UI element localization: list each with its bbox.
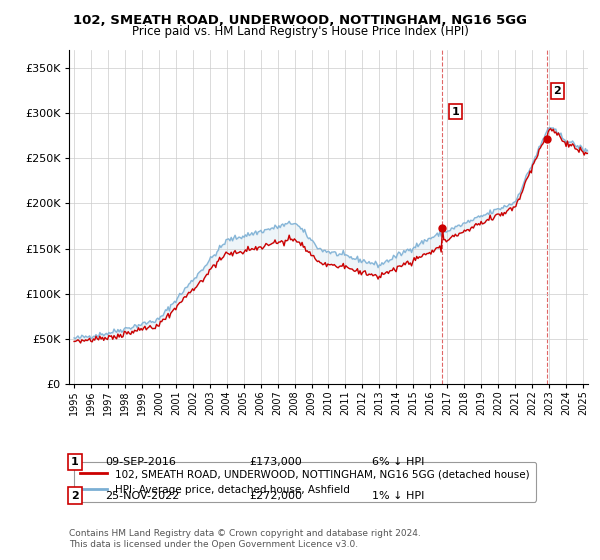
- Text: £173,000: £173,000: [249, 457, 302, 467]
- Text: 2: 2: [71, 491, 79, 501]
- Text: 25-NOV-2022: 25-NOV-2022: [105, 491, 179, 501]
- Text: 1: 1: [71, 457, 79, 467]
- Legend: 102, SMEATH ROAD, UNDERWOOD, NOTTINGHAM, NG16 5GG (detached house), HPI: Average: 102, SMEATH ROAD, UNDERWOOD, NOTTINGHAM,…: [74, 462, 536, 502]
- Text: Price paid vs. HM Land Registry's House Price Index (HPI): Price paid vs. HM Land Registry's House …: [131, 25, 469, 38]
- Text: 1% ↓ HPI: 1% ↓ HPI: [372, 491, 424, 501]
- Text: £272,000: £272,000: [249, 491, 302, 501]
- Text: Contains HM Land Registry data © Crown copyright and database right 2024.
This d: Contains HM Land Registry data © Crown c…: [69, 529, 421, 549]
- Text: 1: 1: [452, 106, 460, 116]
- Text: 102, SMEATH ROAD, UNDERWOOD, NOTTINGHAM, NG16 5GG: 102, SMEATH ROAD, UNDERWOOD, NOTTINGHAM,…: [73, 14, 527, 27]
- Text: 2: 2: [554, 86, 562, 96]
- Text: 6% ↓ HPI: 6% ↓ HPI: [372, 457, 424, 467]
- Text: 09-SEP-2016: 09-SEP-2016: [105, 457, 176, 467]
